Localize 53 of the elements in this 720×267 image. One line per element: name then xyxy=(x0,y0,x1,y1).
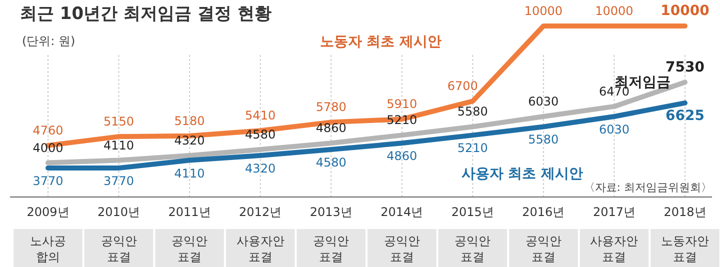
text: 사용자안 표결 xyxy=(590,234,638,264)
data-label: 4580 xyxy=(316,156,346,170)
data-label: 6625 xyxy=(666,108,704,124)
data-label: 6030 xyxy=(528,94,559,108)
data-label: 3770 xyxy=(104,174,134,188)
text: 공익안 표결 xyxy=(525,234,562,264)
data-label: 4000 xyxy=(32,140,64,155)
chart-title: 최근 10년간 최저임금 결정 현황 xyxy=(20,4,272,24)
x-tick-label: 2014년 xyxy=(380,205,424,219)
text: 〈자료: 최저임금위원회〉 xyxy=(584,181,712,194)
data-label: 6700 xyxy=(447,79,478,94)
x-tick-label: 2013년 xyxy=(310,205,352,219)
data-label: 4860 xyxy=(316,121,346,136)
data-label: 5780 xyxy=(316,100,346,114)
data-label: 4110 xyxy=(104,138,134,152)
text: 사용자 최초 제시안 xyxy=(461,166,584,182)
x-tick-label: 2015년 xyxy=(451,205,494,219)
text: 사용자안 표결 xyxy=(236,234,284,264)
text: 공익안 표결 xyxy=(384,234,420,264)
x-tick-label: 2010년 xyxy=(98,205,140,219)
data-label: 5910 xyxy=(386,97,418,112)
text: 공익안 표결 xyxy=(100,234,137,264)
data-label: 6030 xyxy=(598,122,630,136)
text: 공익안 표결 xyxy=(172,234,208,264)
text: 공익안 표결 xyxy=(313,234,350,264)
data-label: 3770 xyxy=(32,174,64,188)
data-label: 4320 xyxy=(174,133,205,148)
x-tick-label: 2011년 xyxy=(168,205,211,219)
data-label: 4320 xyxy=(245,161,276,176)
data-label: 4760 xyxy=(32,123,64,138)
data-label: 4860 xyxy=(386,149,418,164)
text: 노동자 최초 제시안 xyxy=(320,34,442,50)
x-tick-label: 2009년 xyxy=(26,205,70,219)
data-label: 10000 xyxy=(595,4,634,18)
data-label: 5150 xyxy=(104,114,134,129)
x-tick-label: 2016년 xyxy=(522,205,565,219)
x-tick-label: 2017년 xyxy=(592,205,636,219)
data-label: 4110 xyxy=(174,166,205,180)
text: 노동자안 표결 xyxy=(661,234,709,264)
series-label: 최저임금 xyxy=(614,74,671,90)
data-label: 10000 xyxy=(660,3,710,19)
text: 노사공 합의 xyxy=(30,234,66,264)
data-label: 5410 xyxy=(245,108,276,123)
data-label: 5580 xyxy=(457,104,488,119)
text: (단위: 원) xyxy=(22,34,76,48)
data-label: 5210 xyxy=(457,141,488,156)
data-label: 5580 xyxy=(528,132,559,147)
x-tick-label: 2012년 xyxy=(239,205,282,219)
data-label: 7530 xyxy=(666,59,705,76)
data-label: 10000 xyxy=(524,4,563,18)
text: 공익안 표결 xyxy=(454,234,491,264)
x-tick-label: 2018년 xyxy=(664,205,706,219)
data-label: 5180 xyxy=(174,114,205,128)
